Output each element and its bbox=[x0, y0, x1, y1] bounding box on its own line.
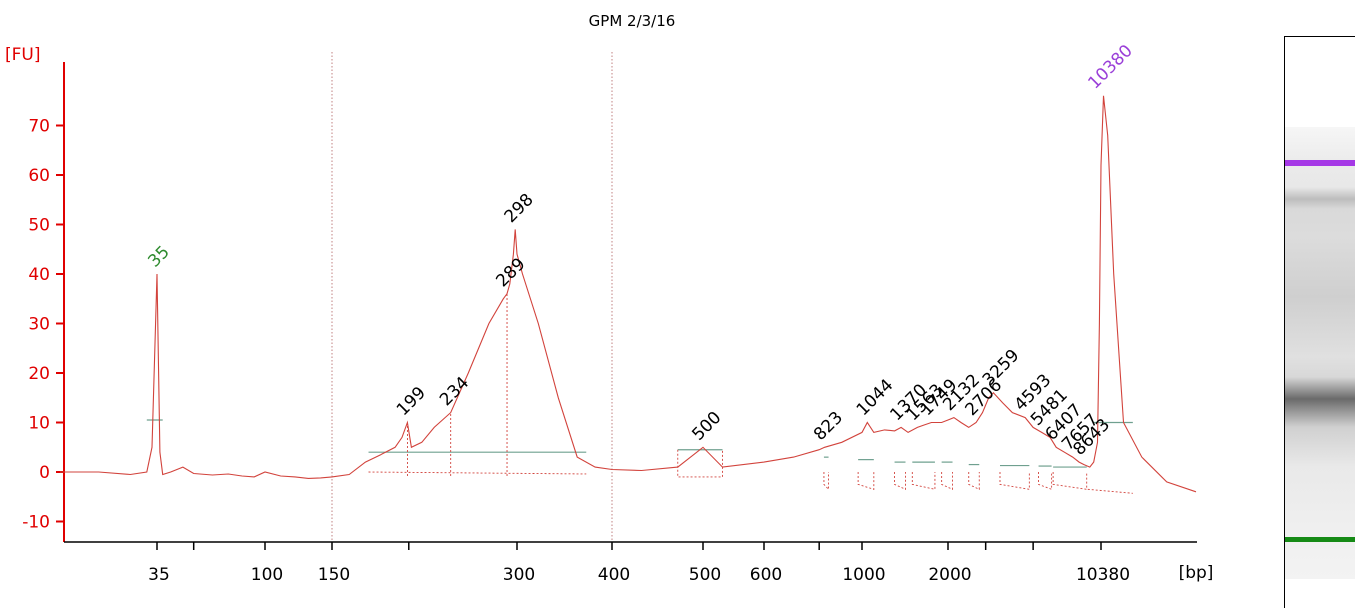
gel-image bbox=[1284, 36, 1355, 608]
x-tick-label: 35 bbox=[148, 565, 170, 585]
y-tick-label: -10 bbox=[22, 513, 50, 533]
gel-lane bbox=[1285, 127, 1355, 579]
marker-peak-label: 10380 bbox=[1084, 41, 1136, 93]
x-tick-label: 400 bbox=[598, 565, 630, 585]
axes bbox=[63, 62, 1197, 543]
y-tick-label: 40 bbox=[28, 265, 50, 285]
y-tick-label: 70 bbox=[28, 117, 50, 137]
trace-line bbox=[60, 95, 1197, 493]
x-unit-label: [bp] bbox=[1179, 563, 1214, 583]
upper-marker-band bbox=[1285, 160, 1355, 166]
peak-label: 500 bbox=[688, 408, 725, 445]
x-tick-label: 600 bbox=[750, 565, 782, 585]
y-unit-label: [FU] bbox=[5, 45, 41, 65]
peak-region bbox=[823, 472, 830, 491]
x-axis-ticks: 35 100 150 300 400 500 600 1000 2000 10380 bbox=[148, 542, 1130, 585]
x-tick-label: 100 bbox=[251, 565, 283, 585]
y-tick-label: 30 bbox=[28, 315, 50, 335]
electropherogram-chart: GPM 2/3/16 [FU] [bp] 706050403020100-10 … bbox=[5, 12, 1214, 585]
peak-label: 289 bbox=[492, 254, 529, 291]
y-tick-label: 10 bbox=[28, 414, 50, 434]
chart-title: GPM 2/3/16 bbox=[589, 12, 676, 30]
lower-marker-band bbox=[1285, 537, 1355, 542]
x-tick-label: 1000 bbox=[842, 565, 885, 585]
trace-layer bbox=[60, 95, 1197, 493]
peak-integration-areas bbox=[146, 293, 1133, 494]
peak-region bbox=[911, 472, 936, 490]
y-tick-label: 50 bbox=[28, 216, 50, 236]
peak-region bbox=[1052, 472, 1088, 490]
y-axis-ticks: 70 60 50 40 30 20 10 0 -10 bbox=[22, 117, 64, 533]
peak-label: 199 bbox=[393, 383, 430, 420]
marker-dividers bbox=[331, 52, 613, 542]
peak-region bbox=[857, 472, 875, 490]
peak-region bbox=[968, 472, 980, 491]
y-tick-label: 0 bbox=[39, 463, 50, 483]
peak-region bbox=[1038, 472, 1053, 490]
x-tick-label: 10380 bbox=[1076, 565, 1130, 585]
peak-label: 3259 bbox=[979, 346, 1024, 391]
peak-region bbox=[894, 472, 906, 491]
marker-peak-label: 35 bbox=[144, 242, 173, 271]
peak-region bbox=[999, 472, 1030, 490]
y-tick-label: 20 bbox=[28, 364, 50, 384]
x-tick-label: 2000 bbox=[928, 565, 971, 585]
peak-label: 298 bbox=[501, 190, 538, 227]
peak-region bbox=[941, 472, 953, 491]
smear-floor bbox=[368, 471, 587, 475]
x-tick-label: 500 bbox=[689, 565, 721, 585]
peak-region bbox=[677, 449, 723, 478]
y-tick-label: 60 bbox=[28, 166, 50, 186]
x-tick-label: 300 bbox=[503, 565, 535, 585]
peak-label: 823 bbox=[810, 408, 847, 445]
x-tick-label: 150 bbox=[318, 565, 350, 585]
peak-label: 234 bbox=[436, 373, 473, 410]
marker-floor bbox=[1087, 488, 1133, 494]
